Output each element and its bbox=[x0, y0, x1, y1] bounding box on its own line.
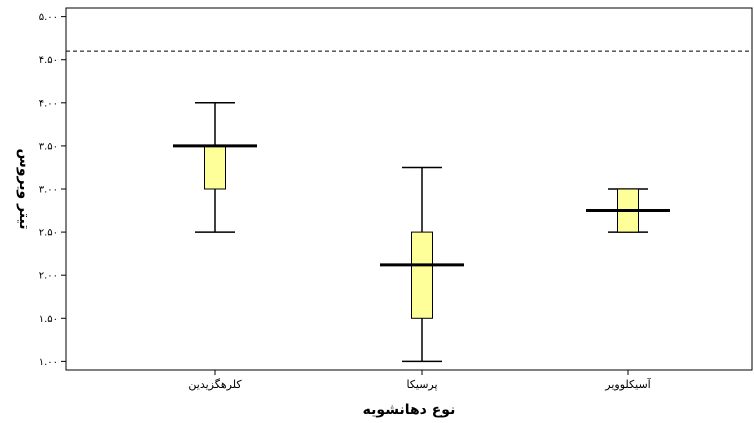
y-tick-label: ۵.۰۰ bbox=[39, 12, 58, 23]
y-tick-label: ۴.۵۰ bbox=[39, 55, 58, 66]
y-tick-label: ۱.۰۰ bbox=[39, 357, 58, 368]
box-2 bbox=[380, 166, 464, 363]
box-series bbox=[173, 102, 670, 363]
y-tick-label: ۲.۰۰ bbox=[39, 271, 58, 282]
box-3 bbox=[586, 188, 670, 233]
y-tick-label: ۴.۰۰ bbox=[39, 98, 58, 109]
iqr-box bbox=[411, 231, 433, 319]
y-tick-label: ۲.۵۰ bbox=[39, 228, 58, 239]
iqr-box bbox=[204, 145, 226, 190]
y-tick-label: ۳.۵۰ bbox=[39, 141, 58, 152]
y-axis-title: تیتر ویروس bbox=[16, 149, 32, 230]
box-1 bbox=[173, 102, 257, 233]
y-tick-label: ۱.۵۰ bbox=[39, 314, 58, 325]
x-category-label: آسیکلوویر bbox=[604, 377, 651, 391]
y-tick-label: ۳.۰۰ bbox=[39, 185, 58, 196]
x-axis-category-labels: کلرهگزیدین پرسیکا آسیکلوویر bbox=[188, 370, 652, 391]
x-axis-title: نوع دهانشویه bbox=[363, 402, 456, 418]
x-category-label: پرسیکا bbox=[406, 378, 437, 391]
y-axis-ticks: ۱.۰۰ ۱.۵۰ ۲.۰۰ ۲.۵۰ ۳.۰۰ ۳.۵۰ ۴.۰۰ ۴.۵۰ ۵.۰۰ bbox=[39, 12, 66, 368]
x-category-label: کلرهگزیدین bbox=[188, 378, 242, 391]
plot-frame bbox=[65, 7, 753, 371]
